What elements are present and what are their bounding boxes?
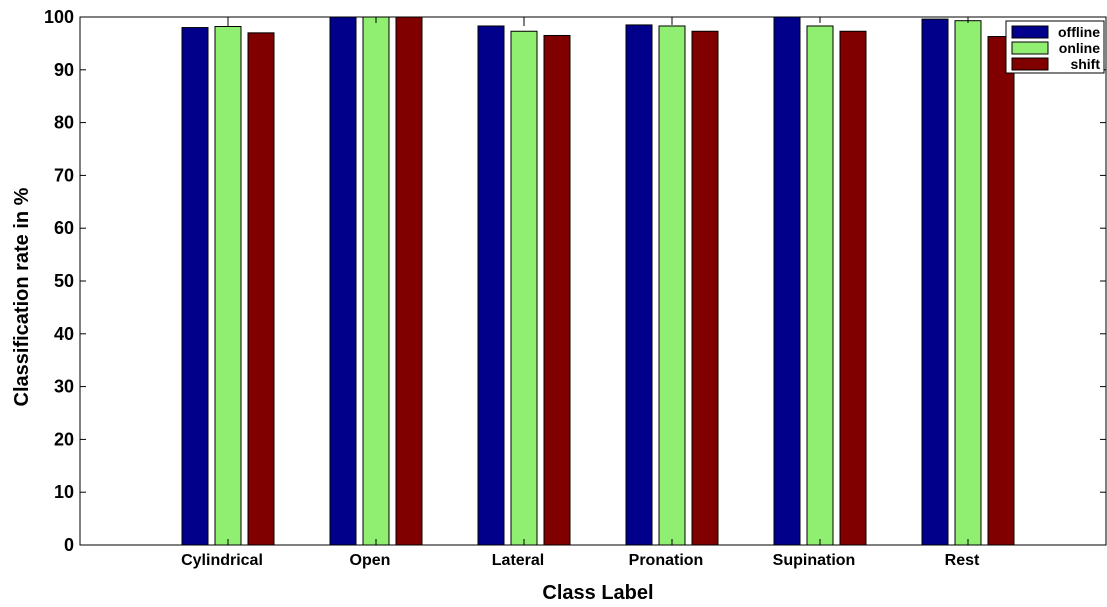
bar-online-cylindrical [214, 26, 242, 546]
bar-offline-pronation [625, 24, 653, 546]
y-ticks: 0 10 20 30 40 50 60 70 80 90 100 [44, 7, 1106, 555]
bar-shift-open [395, 16, 423, 546]
bar-online-open [362, 16, 390, 546]
y-tick-label: 70 [54, 165, 74, 185]
bar-shift-pronation [691, 30, 719, 546]
y-tick-label: 90 [54, 60, 74, 80]
x-tick-label: Cylindrical [181, 552, 263, 569]
bar-shift-rest [987, 36, 1015, 546]
bar-offline-open [329, 16, 357, 546]
bar-offline-lateral [477, 25, 505, 546]
y-tick-label: 0 [64, 535, 74, 555]
legend-label-online: online [1059, 40, 1100, 56]
bar-online-supination [806, 25, 834, 546]
legend-label-shift: shift [1070, 56, 1100, 72]
x-tick-label: Lateral [492, 552, 544, 569]
bar-shift-lateral [543, 34, 571, 546]
x-tick-label: Rest [945, 552, 980, 569]
y-axis-title: Classification rate in % [11, 187, 33, 406]
bar-online-rest [954, 20, 982, 546]
legend-swatch-online [1011, 41, 1049, 55]
bar-offline-cylindrical [181, 27, 209, 546]
bars-layer [181, 16, 1015, 546]
x-tick-label: Pronation [629, 552, 704, 569]
legend-swatch-offline [1011, 25, 1049, 39]
bar-shift-supination [839, 30, 867, 546]
x-ticks: Cylindrical Open Lateral Pronation Supinatio… [181, 17, 980, 569]
y-tick-label: 100 [44, 7, 74, 27]
legend-label-offline: offline [1058, 24, 1100, 40]
y-tick-label: 40 [54, 324, 74, 344]
x-tick-label: Open [350, 552, 391, 569]
y-tick-label: 30 [54, 377, 74, 397]
y-tick-label: 10 [54, 482, 74, 502]
y-tick-label: 80 [54, 113, 74, 133]
bar-online-pronation [658, 25, 686, 546]
x-axis-title: Class Label [542, 582, 653, 604]
bar-shift-cylindrical [247, 32, 275, 546]
bar-offline-rest [921, 18, 949, 546]
y-tick-label: 50 [54, 271, 74, 291]
y-tick-label: 60 [54, 218, 74, 238]
legend-swatch-shift [1011, 57, 1049, 71]
bar-offline-supination [773, 16, 801, 546]
bar-online-lateral [510, 30, 538, 546]
x-tick-label: Supination [773, 552, 856, 569]
y-tick-label: 20 [54, 429, 74, 449]
